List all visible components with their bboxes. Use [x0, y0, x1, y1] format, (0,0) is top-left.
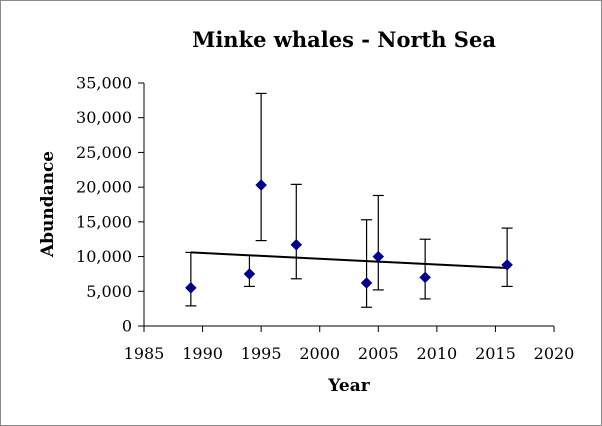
x-axis-title: Year	[327, 376, 370, 396]
x-tick-label: 1985	[124, 344, 165, 363]
error-bars	[185, 92, 513, 308]
y-tick-label: 25,000	[76, 143, 132, 162]
y-tick-label: 20,000	[76, 178, 132, 197]
x-tick-label: 1990	[182, 344, 223, 363]
y-tick-label: 5,000	[86, 282, 132, 301]
axes	[143, 83, 554, 327]
x-tick-label: 2015	[475, 344, 516, 363]
x-tick-label: 2020	[534, 344, 575, 363]
data-markers	[185, 179, 513, 294]
chart-title: Minke whales - North Sea	[192, 27, 496, 52]
data-point	[360, 277, 373, 289]
data-point	[255, 179, 267, 191]
x-tick-label: 2010	[416, 344, 457, 363]
data-point	[290, 238, 303, 251]
data-point	[372, 250, 385, 263]
y-axis-ticks: 0 5,000 10,000 15,000 20,000 25,000 30,000 35,0…	[76, 74, 144, 336]
trendline	[190, 251, 508, 270]
data-point	[243, 268, 256, 280]
y-tick-label: 0	[122, 317, 132, 336]
data-point	[501, 259, 513, 271]
y-tick-label: 35,000	[76, 74, 132, 93]
data-point	[419, 271, 431, 284]
x-tick-label: 2000	[299, 344, 340, 363]
y-tick-label: 10,000	[76, 247, 132, 266]
x-tick-label: 1995	[241, 344, 282, 363]
trendline-group	[190, 251, 508, 270]
y-tick-label: 30,000	[76, 108, 132, 127]
x-axis-ticks: 1985 1990 1995 2000 2005 2010 2015 2020	[124, 326, 575, 363]
y-tick-label: 15,000	[76, 212, 132, 231]
data-point	[185, 281, 197, 294]
y-axis-title: Abundance	[38, 151, 58, 258]
x-tick-label: 2005	[358, 344, 399, 363]
